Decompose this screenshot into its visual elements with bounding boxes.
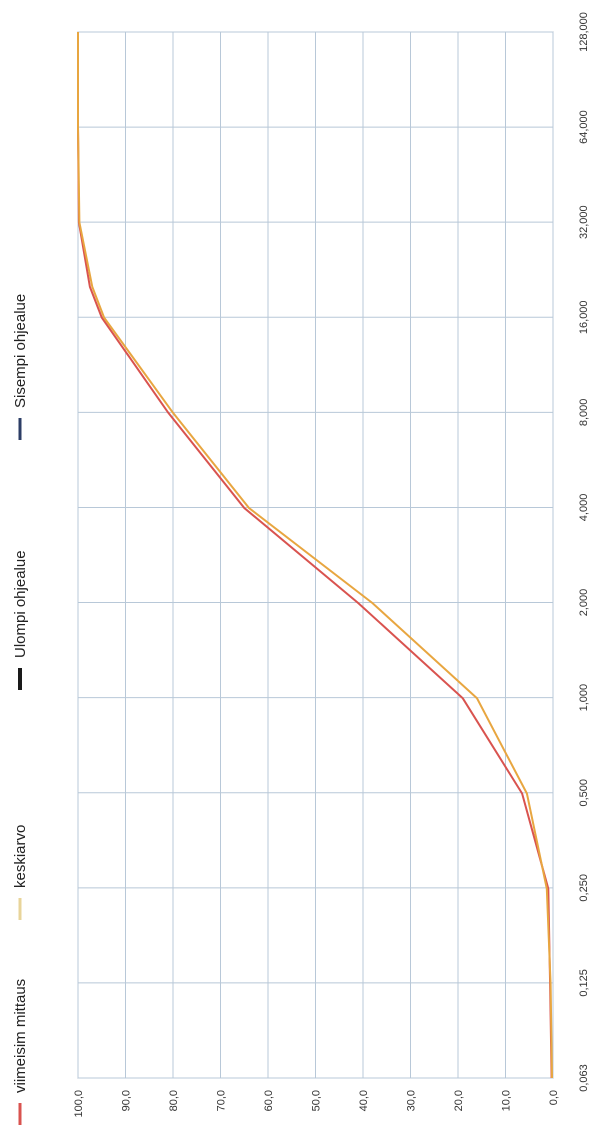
y-tick-label: 80,0 [168,1090,180,1111]
x-tick-label: 32,000 [578,205,590,239]
x-tick-label: 0,063 [578,1064,590,1092]
y-tick-label: 30,0 [406,1090,418,1111]
series-line-0 [77,32,553,1079]
legend-label-3: Sisempi ohjealue [12,294,29,408]
y-tick-label: 20,0 [453,1090,465,1111]
grid-lines [77,31,554,1079]
legend-label-0: viimeisim mittaus [12,979,29,1093]
x-tick-label: 8,000 [578,399,590,427]
y-tick-label: 50,0 [311,1090,323,1111]
legend-label-2: Ulompi ohjealue [12,550,29,658]
legend: viimeisim mittaus keskiarvo Ulompi ohjealu… [12,294,29,1125]
series-line-1 [77,32,553,1079]
x-tick-label: 2,000 [578,589,590,617]
x-tick-label: 0,500 [578,779,590,807]
y-tick-label: 0,0 [548,1090,560,1105]
x-tick-label: 0,250 [578,874,590,902]
x-tick-label: 128,000 [578,12,590,52]
y-tick-label: 40,0 [358,1090,370,1111]
x-tick-label: 0,125 [578,969,590,997]
y-tick-label: 90,0 [121,1090,133,1111]
x-tick-label: 16,000 [578,300,590,334]
y-tick-label: 100,0 [73,1090,85,1118]
x-tick-label: 4,000 [578,494,590,522]
y-tick-label: 70,0 [216,1090,228,1111]
y-tick-label: 60,0 [263,1090,275,1111]
y-tick-label: 10,0 [501,1090,513,1111]
tick-labels: 0,0 10,0 20,0 30,0 40,0 50,0 60,0 70,0 80,0 90,0 1… [73,12,590,1117]
legend-label-1: keskiarvo [12,825,29,888]
x-tick-label: 64,000 [578,110,590,144]
series-lines [77,32,553,1079]
x-tick-label: 1,000 [578,684,590,712]
